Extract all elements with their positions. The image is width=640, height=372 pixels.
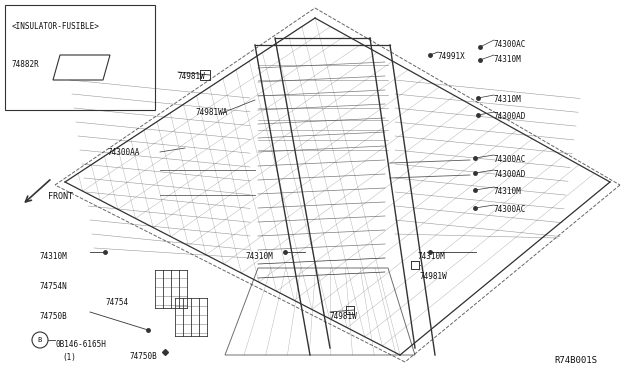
Text: 74300AC: 74300AC (494, 205, 526, 214)
Text: 74310M: 74310M (494, 95, 522, 104)
Text: (1): (1) (62, 353, 76, 362)
Text: 74981WA: 74981WA (195, 108, 227, 117)
Text: 74991X: 74991X (438, 52, 466, 61)
Text: 74310M: 74310M (494, 55, 522, 64)
Text: 0B146-6165H: 0B146-6165H (55, 340, 106, 349)
Text: 74310M: 74310M (245, 252, 273, 261)
Text: 74882R: 74882R (12, 60, 40, 69)
Text: 74300AD: 74300AD (494, 112, 526, 121)
Text: 74310M: 74310M (494, 187, 522, 196)
Text: R74B001S: R74B001S (554, 356, 597, 365)
Text: <INSULATOR-FUSIBLE>: <INSULATOR-FUSIBLE> (12, 22, 100, 31)
Text: B: B (38, 337, 42, 343)
Text: 74300AC: 74300AC (494, 155, 526, 164)
Text: 74750B: 74750B (40, 312, 68, 321)
Text: 74300AA: 74300AA (108, 148, 140, 157)
Text: 74310M: 74310M (418, 252, 445, 261)
Text: 74750B: 74750B (130, 352, 157, 361)
Text: FRONT: FRONT (48, 192, 73, 201)
Text: 74754N: 74754N (40, 282, 68, 291)
Text: 74310M: 74310M (40, 252, 68, 261)
Text: 74300AC: 74300AC (494, 40, 526, 49)
Text: 74300AD: 74300AD (494, 170, 526, 179)
Bar (5, 5, 155, 110)
Text: 74754: 74754 (105, 298, 128, 307)
Text: 74981W: 74981W (178, 72, 205, 81)
Text: 74981W: 74981W (420, 272, 448, 281)
Text: 74981W: 74981W (330, 312, 358, 321)
